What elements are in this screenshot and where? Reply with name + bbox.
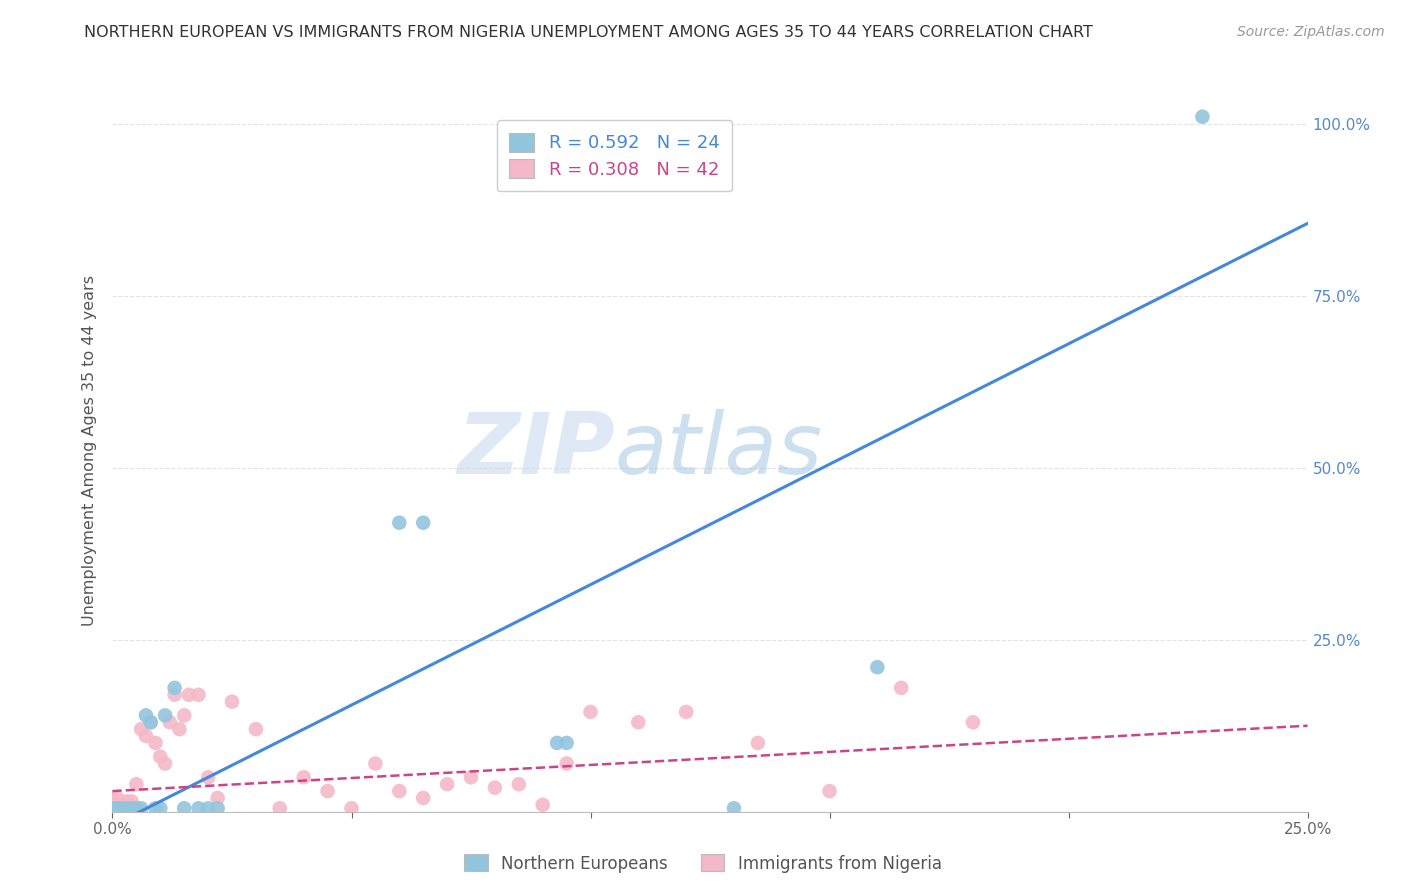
Point [115,794,138,808]
Point [460,770,482,784]
Point [508,777,530,791]
Point [484,780,506,795]
Point [207,791,229,805]
Point [388,784,411,798]
Y-axis label: Unemployment Among Ages 35 to 44 years: Unemployment Among Ages 35 to 44 years [82,275,97,626]
Point [163,681,186,695]
Point [163,688,186,702]
Text: atlas: atlas [614,409,823,492]
Point [866,660,889,674]
Point [111,797,134,812]
Point [245,722,267,736]
Point [292,770,315,784]
Point [627,715,650,730]
Point [105,801,128,815]
Point [129,722,152,736]
Point [364,756,387,771]
Point [173,708,195,723]
Point [818,784,841,798]
Point [125,801,148,815]
Point [149,749,172,764]
Point [173,801,195,815]
Point [153,708,176,723]
Text: ZIP: ZIP [457,409,614,492]
Point [153,756,176,771]
Text: NORTHERN EUROPEAN VS IMMIGRANTS FROM NIGERIA UNEMPLOYMENT AMONG AGES 35 TO 44 YE: NORTHERN EUROPEAN VS IMMIGRANTS FROM NIG… [84,25,1094,40]
Point [115,801,138,815]
Point [412,516,434,530]
Point [269,801,291,815]
Point [111,801,134,815]
Point [169,722,191,736]
Point [1191,110,1213,124]
Point [412,791,434,805]
Point [121,794,143,808]
Point [723,801,745,815]
Point [135,708,157,723]
Point [555,736,578,750]
Text: Source: ZipAtlas.com: Source: ZipAtlas.com [1237,25,1385,39]
Point [747,736,769,750]
Point [890,681,912,695]
Point [121,801,143,815]
Point [139,715,162,730]
Legend: R = 0.592   N = 24, R = 0.308   N = 42: R = 0.592 N = 24, R = 0.308 N = 42 [496,120,733,191]
Legend: Northern Europeans, Immigrants from Nigeria: Northern Europeans, Immigrants from Nige… [457,847,949,880]
Point [675,705,697,719]
Point [579,705,602,719]
Point [125,777,148,791]
Point [962,715,984,730]
Point [135,729,157,743]
Point [139,715,162,730]
Point [145,736,167,750]
Point [207,801,229,815]
Point [436,777,458,791]
Point [149,801,172,815]
Point [105,791,128,805]
Point [145,801,167,815]
Point [187,801,209,815]
Point [221,695,243,709]
Point [531,797,554,812]
Point [197,770,219,784]
Point [316,784,339,798]
Point [546,736,568,750]
Point [129,801,152,815]
Point [187,688,209,702]
Point [555,756,578,771]
Point [104,801,127,815]
Point [197,801,219,815]
Point [177,688,200,702]
Point [388,516,411,530]
Point [101,791,124,805]
Point [159,715,181,730]
Point [340,801,363,815]
